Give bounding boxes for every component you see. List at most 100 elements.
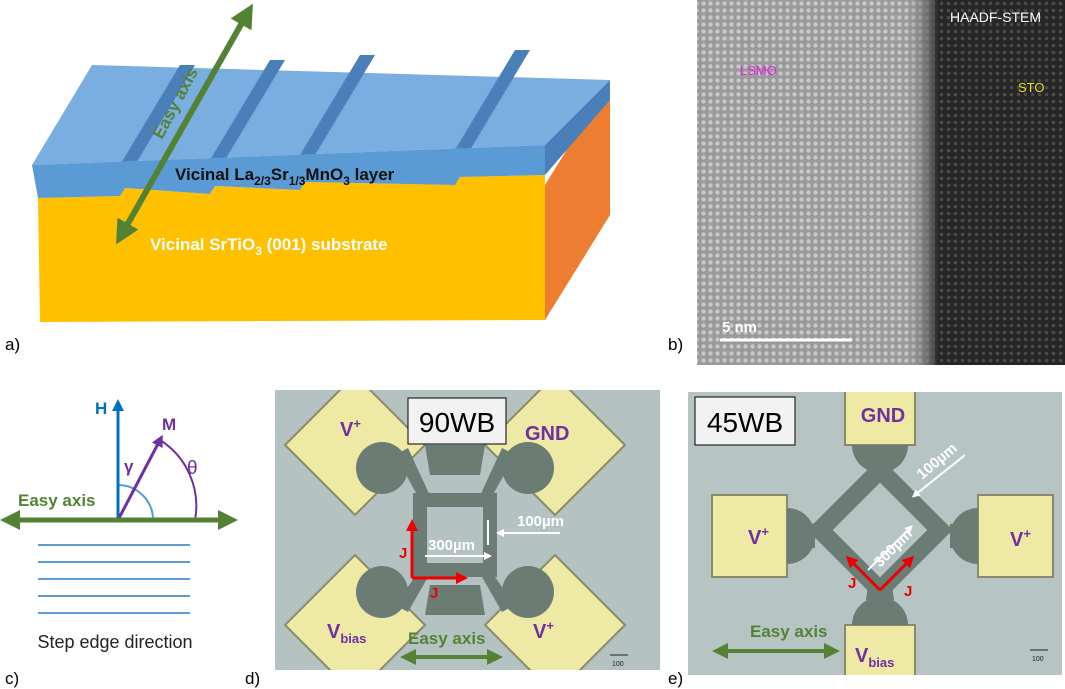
pad-label: Vbias — [327, 621, 366, 646]
text-run: + — [353, 416, 361, 431]
shape — [852, 597, 908, 625]
shape — [38, 544, 190, 614]
shape — [483, 390, 627, 517]
text-run: V — [1010, 529, 1024, 551]
easy-axis-label: Easy axis — [408, 629, 486, 648]
easy-axis-label: Easy axis — [18, 491, 96, 510]
text-run: bias — [868, 655, 894, 670]
text-run: 2/3 — [254, 174, 271, 188]
device-name: 45WB — [707, 407, 783, 438]
scale-bar-label: 100 — [1032, 656, 1044, 663]
shape — [844, 392, 916, 446]
pad-label: V+ — [748, 524, 769, 549]
shape — [950, 522, 965, 550]
panel-a: Easy axis Vicinal La2/3Sr1/3MnO3 layer V… — [32, 3, 610, 322]
panel-label: a) — [5, 335, 20, 354]
text-run: + — [1023, 526, 1031, 541]
current-label: J — [848, 575, 856, 592]
panel-label: c) — [5, 669, 19, 688]
device-name: 90WB — [419, 407, 495, 438]
shape — [694, 396, 796, 446]
width-label: 100µm — [517, 513, 564, 530]
panel-c: H M γ θ Easy axis Step edge direction — [0, 399, 238, 652]
text-run: 1/3 — [289, 174, 306, 188]
current-label: J — [399, 545, 407, 562]
shape — [977, 494, 1054, 578]
text-run: + — [546, 618, 554, 633]
sto-label: STO — [1018, 80, 1045, 95]
shape — [283, 390, 427, 517]
shape — [845, 555, 882, 592]
shape — [787, 445, 978, 625]
shape — [502, 566, 554, 618]
text-run: 3 — [255, 244, 262, 258]
text-run: V — [533, 621, 547, 643]
shape — [545, 80, 610, 175]
shape — [711, 494, 788, 578]
text-run: MnO — [305, 165, 343, 184]
scale-label: 5 nm — [722, 319, 757, 336]
text-run: Sr — [271, 165, 289, 184]
panel-label: d) — [245, 669, 260, 688]
shape — [867, 525, 913, 571]
panel-label: b) — [668, 335, 683, 354]
pad-label: Vbias — [855, 645, 894, 670]
shape — [425, 585, 485, 615]
shape — [478, 448, 515, 500]
shape — [407, 397, 507, 445]
panel-b: 5 nm HAADF-STEM LSMO STO — [697, 0, 1065, 365]
caption: Step edge direction — [37, 632, 192, 652]
text-run: (001) substrate — [262, 235, 388, 254]
shape — [425, 445, 485, 475]
text-run: Vicinal SrTiO — [150, 235, 255, 254]
shape — [116, 3, 253, 245]
pad-label: GND — [861, 405, 905, 427]
pad-label: V+ — [1010, 526, 1031, 551]
gamma-label: γ — [124, 457, 134, 476]
current-label: J — [430, 585, 438, 602]
shape — [356, 442, 554, 618]
shape — [935, 0, 1065, 365]
substrate-label: Vicinal SrTiO3 (001) substrate — [150, 235, 388, 258]
pad-label: GND — [525, 423, 569, 445]
text-run: V — [748, 527, 762, 549]
shape — [911, 454, 966, 498]
shape — [395, 570, 432, 612]
easy-axis-label: Easy axis — [750, 622, 828, 641]
pad-label: V+ — [533, 618, 554, 643]
shape — [905, 0, 940, 365]
text-run: + — [761, 524, 769, 539]
shape — [395, 448, 432, 500]
theta-label: θ — [187, 458, 198, 479]
shape — [878, 555, 915, 592]
text-run: Vicinal La — [175, 165, 255, 184]
shape — [711, 392, 1054, 675]
mode-label: HAADF-STEM — [950, 9, 1041, 25]
shape — [844, 624, 916, 675]
shape — [545, 80, 610, 320]
shape — [283, 390, 627, 670]
panel-label: e) — [668, 669, 683, 688]
text-run: V — [340, 419, 354, 441]
shape — [413, 493, 497, 577]
text-run: layer — [350, 165, 395, 184]
shape — [117, 484, 154, 521]
lsmo-label: LSMO — [740, 63, 777, 78]
text-run: bias — [340, 631, 366, 646]
panel-d: 90WB V+ GND Vbias V+ 100µm 300µm J J Eas… — [275, 390, 660, 670]
shape — [356, 566, 408, 618]
text-run: 3 — [343, 174, 350, 188]
m-label: M — [162, 415, 176, 434]
shape — [356, 442, 408, 494]
panel-e: 45WB GND V+ V+ Vbias 100µm 300µm J J Eas… — [688, 392, 1062, 675]
shape — [455, 50, 530, 150]
scale-bar-label: 100 — [612, 661, 624, 668]
shape — [502, 442, 554, 494]
shape — [159, 439, 198, 521]
pad-label: V+ — [340, 416, 361, 441]
shape — [300, 55, 375, 155]
shape — [478, 570, 515, 612]
current-label: J — [904, 583, 912, 600]
